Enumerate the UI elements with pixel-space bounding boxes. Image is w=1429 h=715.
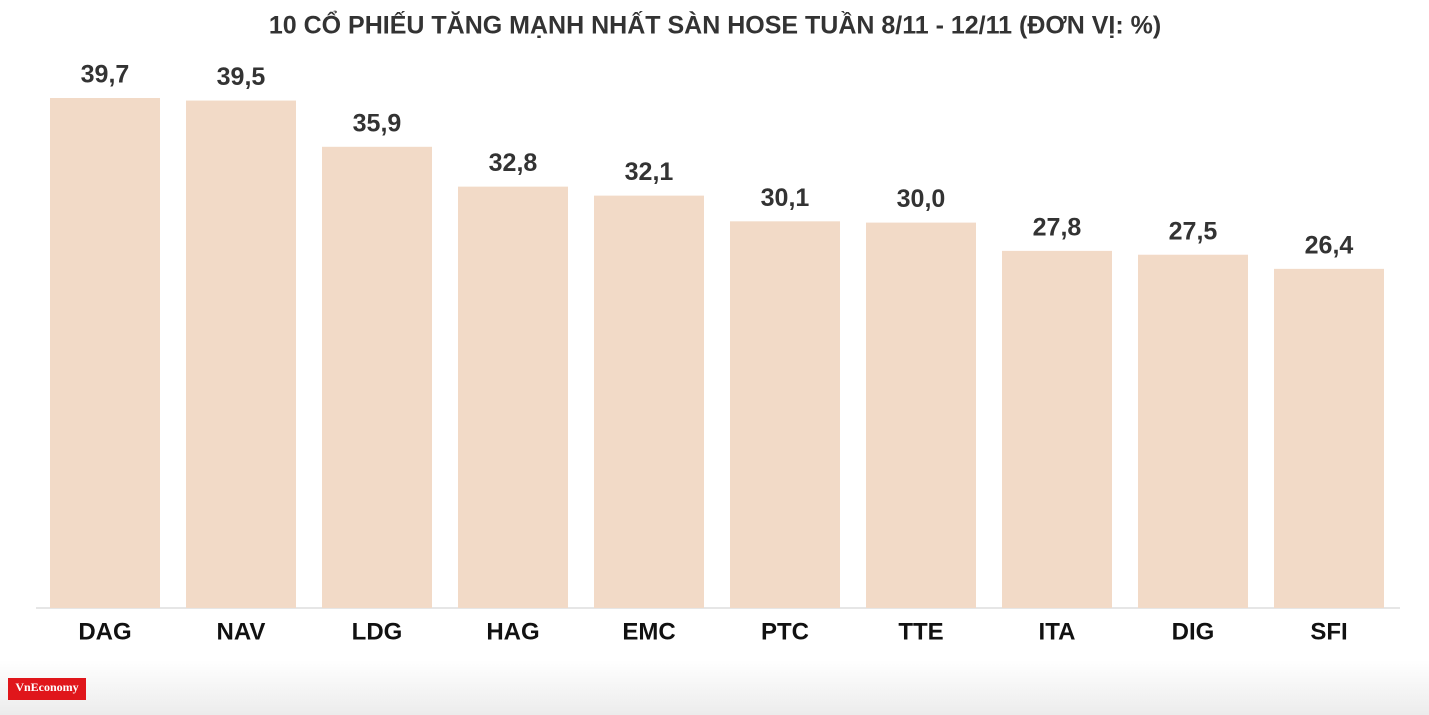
value-label: 26,4 [1305,231,1354,259]
value-label: 32,8 [489,149,538,177]
bar [1002,250,1112,609]
bar [186,100,296,608]
bar [594,195,704,608]
bar [1138,254,1248,608]
bar [322,146,432,609]
logo-box [8,678,86,700]
value-label: 39,5 [217,63,266,91]
value-label: 30,0 [897,185,946,213]
value-label: 32,1 [625,158,674,186]
footer-band [0,660,1429,715]
chart-title: 10 CỔ PHIẾU TĂNG MẠNH NHẤT SÀN HOSE TUẦN… [269,10,1161,40]
x-tick-label: NAV [217,618,266,645]
x-tick-label: HAG [486,618,539,645]
x-tick-label: DAG [78,618,131,645]
x-tick-label: TTE [898,618,943,645]
value-label: 30,1 [761,184,810,212]
bar [730,221,840,608]
x-tick-label: PTC [761,618,809,645]
bar [866,222,976,609]
bar [458,186,568,608]
value-label: 27,5 [1169,217,1218,245]
x-tick-label: ITA [1039,618,1076,645]
x-tick-label: DIG [1172,618,1215,645]
value-label: 27,8 [1033,213,1082,241]
value-label: 35,9 [353,109,402,137]
bar [1274,268,1384,608]
x-tick-label: EMC [622,618,675,645]
x-tick-label: LDG [352,618,403,645]
logo: VnEconomy [15,680,78,694]
bar [50,98,160,608]
value-label: 39,7 [81,61,130,89]
x-tick-label: SFI [1310,618,1347,645]
